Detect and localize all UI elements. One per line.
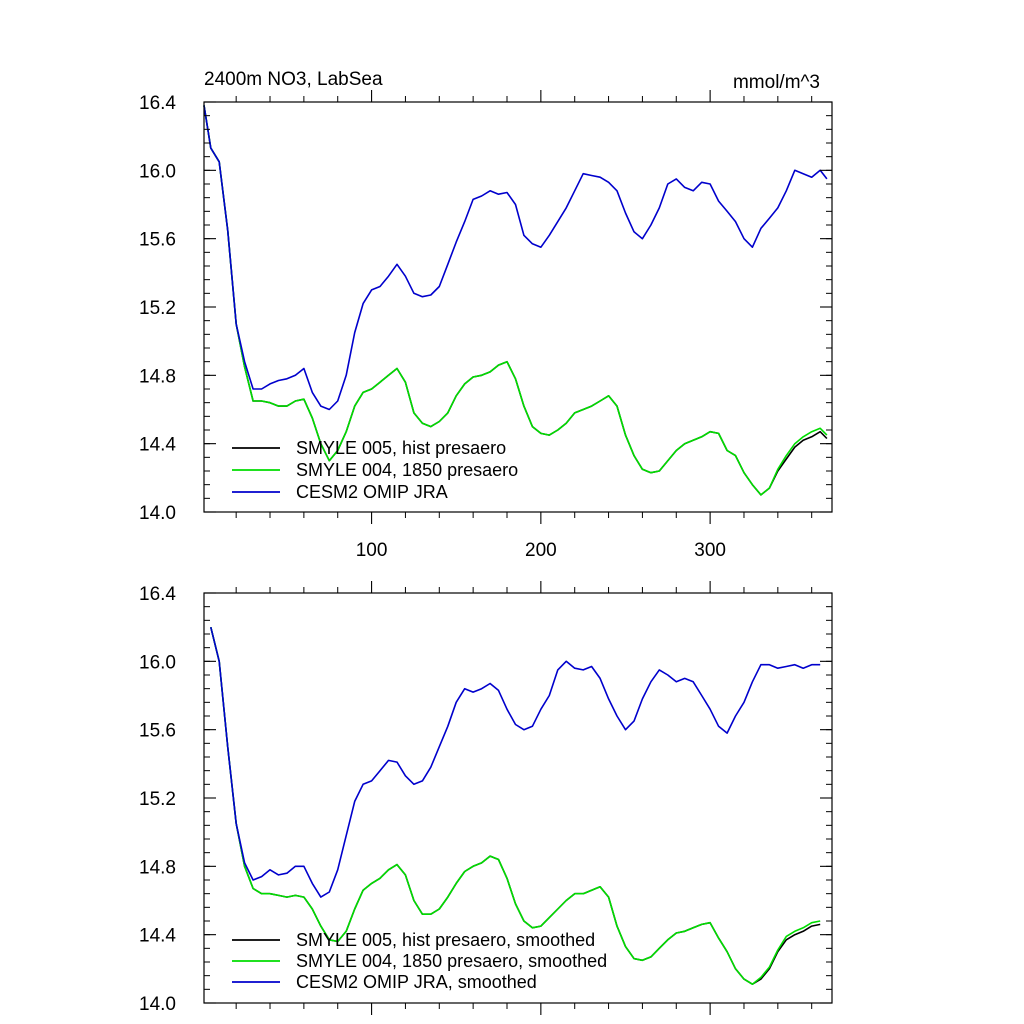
y-tick-label: 14.0 <box>139 994 176 1015</box>
y-tick-label: 16.4 <box>139 584 176 605</box>
x-tick-label: 200 <box>525 540 557 561</box>
top-chart-frame <box>203 101 833 513</box>
bottom-chart-legend: SMYLE 005, hist presaero, smoothedSMYLE … <box>232 930 607 992</box>
y-tick-label: 15.6 <box>139 721 176 742</box>
top-chart-title: 2400m NO3, LabSea <box>204 69 383 90</box>
y-tick-label: 14.8 <box>139 366 176 387</box>
y-tick-label: 16.0 <box>139 652 176 673</box>
top-chart-panel: 2400m NO3, LabSea mmol/m^3 14.014.414.81… <box>139 69 833 561</box>
legend-label-0: SMYLE 005, hist presaero, smoothed <box>296 930 595 950</box>
x-tick-label: 100 <box>356 540 388 561</box>
y-tick-label: 15.6 <box>139 230 176 251</box>
legend-label-1: SMYLE 004, 1850 presaero <box>296 460 518 480</box>
legend-label-1: SMYLE 004, 1850 presaero, smoothed <box>296 951 607 971</box>
y-tick-label: 14.4 <box>139 435 176 456</box>
series-line-0 <box>203 105 828 496</box>
y-tick-label: 16.0 <box>139 161 176 182</box>
series-line-2 <box>203 105 828 411</box>
y-tick-label: 15.2 <box>139 789 176 810</box>
y-tick-label: 15.2 <box>139 298 176 319</box>
y-tick-label: 16.4 <box>139 93 176 114</box>
legend-label-0: SMYLE 005, hist presaero <box>296 438 506 458</box>
series-line-1 <box>203 105 828 496</box>
series-line-1 <box>210 627 821 986</box>
legend-label-2: CESM2 OMIP JRA <box>296 482 448 502</box>
bottom-chart-lines <box>210 627 821 986</box>
top-chart-units: mmol/m^3 <box>733 72 820 93</box>
x-tick-label: 300 <box>694 540 726 561</box>
legend-label-2: CESM2 OMIP JRA, smoothed <box>296 972 537 992</box>
bottom-chart-frame <box>203 592 833 1004</box>
top-chart-lines <box>203 105 828 496</box>
y-tick-label: 14.4 <box>139 926 176 947</box>
bottom-chart-ticks: 14.0 14.4 14.8 15.2 15.6 16.0 16.4 <box>139 581 832 1015</box>
series-line-2 <box>210 627 821 898</box>
bottom-chart-panel: 14.0 14.4 14.8 15.2 15.6 16.0 16.4 SMYLE 005, … <box>139 581 833 1015</box>
y-tick-label: 14.0 <box>139 503 176 524</box>
y-tick-label: 14.8 <box>139 857 176 878</box>
top-chart-ticks: 14.0 14.4 14.8 15.2 15.6 16.0 16.4 100 200 300 <box>139 90 832 561</box>
